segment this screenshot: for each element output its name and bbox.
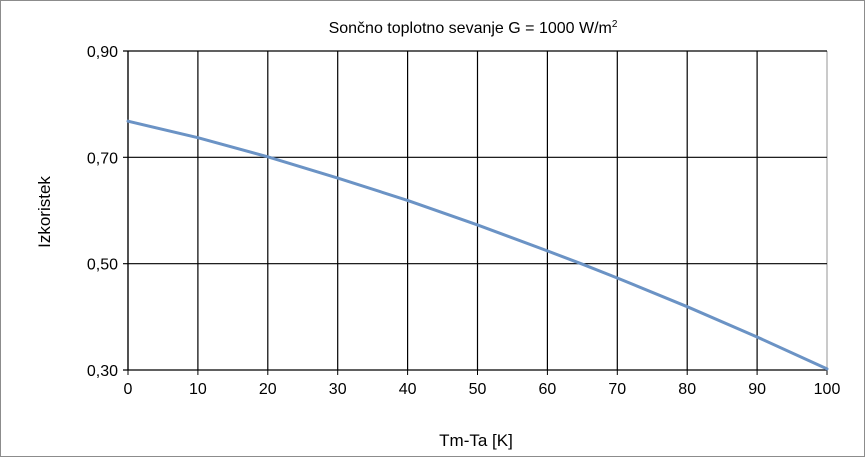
- x-tick-label: 40: [399, 381, 417, 398]
- y-tick-label: 0,50: [87, 257, 118, 274]
- x-axis-label: Tm-Ta [K]: [439, 431, 513, 450]
- y-tick-label: 0,90: [87, 44, 118, 61]
- x-tick-label: 100: [814, 381, 841, 398]
- series-line: [126, 119, 829, 371]
- x-tick-label: 30: [329, 381, 347, 398]
- tick-labels: 0 10 20 30 40 50 60 70 80 90 100 0,30 0,50 0,70 0,90: [87, 44, 841, 398]
- y-tick-label: 0,70: [87, 150, 118, 167]
- x-tick-label: 80: [678, 381, 696, 398]
- x-tick-label: 60: [539, 381, 557, 398]
- x-tick-label: 20: [259, 381, 277, 398]
- x-tick-label: 70: [608, 381, 626, 398]
- x-tick-label: 90: [748, 381, 766, 398]
- chart-title: Sončno toplotno sevanje G = 1000 W/m2: [329, 19, 618, 37]
- plot-area: [126, 119, 829, 371]
- grid: [123, 50, 828, 375]
- x-tick-label: 10: [189, 381, 207, 398]
- x-tick-label: 0: [124, 381, 133, 398]
- x-tick-label: 50: [469, 381, 487, 398]
- y-axis-label: Izkoristek: [35, 176, 54, 248]
- y-tick-label: 0,30: [87, 363, 118, 380]
